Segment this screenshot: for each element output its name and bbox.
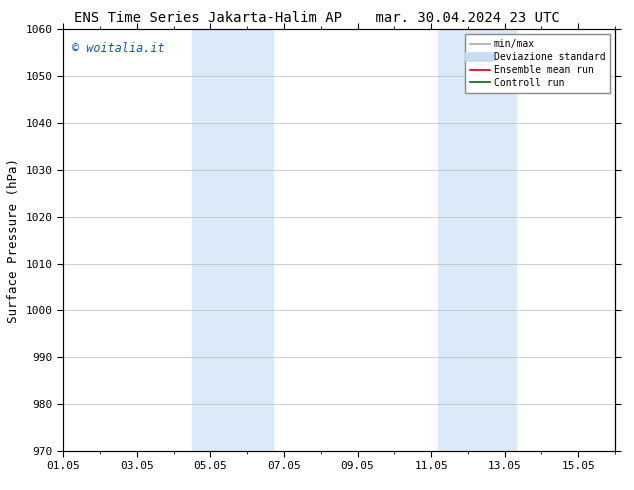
Bar [192,29,273,451]
Bar [439,29,515,451]
Y-axis label: Surface Pressure (hPa): Surface Pressure (hPa) [8,158,20,322]
Text: ENS Time Series Jakarta-Halim AP    mar. 30.04.2024 23 UTC: ENS Time Series Jakarta-Halim AP mar. 30… [74,11,560,25]
Legend: min/max, Deviazione standard, Ensemble mean run, Controll run: min/max, Deviazione standard, Ensemble m… [465,34,610,93]
Text: © woitalia.it: © woitalia.it [72,42,164,55]
